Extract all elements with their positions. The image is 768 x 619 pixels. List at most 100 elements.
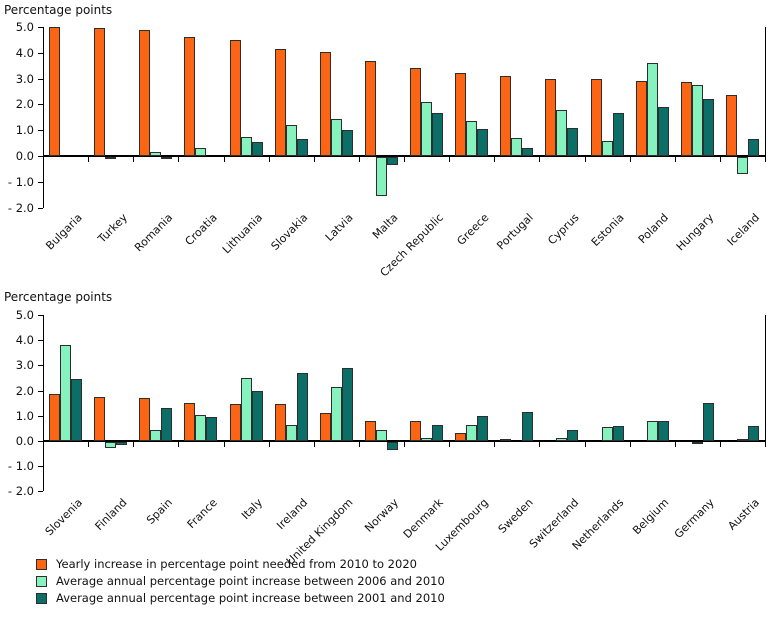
- y-axis-tick: [38, 78, 43, 80]
- x-axis-tick: [223, 442, 225, 447]
- x-category-label: Estonia: [588, 211, 627, 249]
- x-axis-tick: [268, 157, 270, 162]
- legend-swatch: [36, 575, 47, 587]
- bar: [229, 39, 241, 156]
- bar: [477, 415, 489, 441]
- x-axis-tick: [449, 157, 451, 162]
- bar: [184, 403, 196, 441]
- x-category-label: Turkey: [95, 211, 130, 246]
- x-axis-tick: [313, 157, 315, 162]
- x-axis-tick: [539, 157, 541, 162]
- y-tick-label: 1.0: [15, 123, 34, 138]
- bar: [590, 78, 602, 156]
- x-axis-tick: [494, 442, 496, 447]
- chart-bottom: Percentage points 5.0 4.0 3.0 2.0 1.0 0.0 - 1.…: [0, 288, 768, 568]
- bar: [240, 378, 252, 441]
- y-axis-tick: [38, 156, 43, 157]
- bar: [646, 63, 658, 156]
- bar: [747, 139, 759, 156]
- bar: [702, 403, 714, 441]
- x-category-label: Spain: [144, 496, 176, 527]
- x-category-label: Latvia: [322, 211, 356, 244]
- x-axis-tick: [133, 157, 135, 162]
- y-tick-label: 2.0: [15, 97, 34, 112]
- x-axis-tick: [539, 442, 541, 447]
- bar: [511, 137, 523, 156]
- y-tick-label: 0.0: [15, 149, 34, 163]
- bar: [657, 106, 669, 156]
- bar: [680, 82, 692, 156]
- x-axis-tick: [629, 442, 631, 447]
- bar: [105, 442, 117, 449]
- y-tick-label: 3.0: [15, 358, 34, 373]
- bar: [49, 27, 61, 156]
- bar: [319, 51, 331, 156]
- bar: [161, 157, 173, 159]
- chart-title: Percentage points: [4, 3, 113, 17]
- bar: [105, 157, 117, 159]
- bar: [545, 78, 557, 156]
- x-category-label: Norway: [361, 496, 401, 535]
- y-axis-tick: [38, 340, 43, 342]
- bar: [421, 101, 433, 156]
- y-tick-label: - 2.0: [7, 484, 34, 499]
- bar: [285, 424, 297, 441]
- bar: [522, 412, 534, 441]
- x-category-label: Croatia: [182, 211, 221, 249]
- bar: [736, 439, 748, 441]
- right-axis-line: [765, 315, 766, 441]
- legend-label: Average annual percentage point increase…: [56, 574, 445, 588]
- bar: [195, 414, 207, 441]
- bar: [601, 427, 613, 441]
- bar: [184, 37, 196, 156]
- x-axis-tick: [358, 442, 360, 447]
- chart-top: Percentage points 5.0 4.0 3.0 2.0 1.0 0.0 - 1.…: [0, 0, 768, 288]
- y-axis-tick: [38, 390, 43, 392]
- bar: [330, 118, 342, 156]
- bar: [466, 121, 478, 156]
- y-tick-label: 3.0: [15, 71, 34, 86]
- bar: [150, 152, 162, 156]
- bar: [229, 404, 241, 441]
- bar: [375, 157, 387, 196]
- bar: [364, 60, 376, 156]
- y-axis-tick: [38, 130, 43, 132]
- bar: [421, 438, 433, 441]
- bar: [522, 148, 534, 156]
- bar: [500, 439, 512, 441]
- x-axis-tick: [629, 157, 631, 162]
- bar: [364, 420, 376, 441]
- bar: [567, 429, 579, 441]
- y-tick-label: 4.0: [15, 45, 34, 60]
- bar: [341, 130, 353, 156]
- y-axis-tick: [38, 441, 43, 442]
- bar: [455, 433, 467, 441]
- bar: [556, 109, 568, 156]
- x-axis-tick: [178, 442, 180, 447]
- bar: [330, 386, 342, 441]
- y-axis-tick: [38, 27, 43, 28]
- x-category-label: Poland: [636, 211, 672, 247]
- bar: [150, 429, 162, 441]
- legend-item: Average annual percentage point increase…: [36, 592, 445, 604]
- y-tick-label: - 1.0: [7, 459, 34, 474]
- x-category-label: Cyprus: [544, 211, 582, 248]
- x-category-label: Denmark: [400, 496, 446, 541]
- bar: [466, 424, 478, 441]
- y-axis-line: [43, 315, 44, 492]
- legend-swatch: [36, 558, 47, 570]
- x-axis-tick: [494, 157, 496, 162]
- x-category-label: Italy: [239, 496, 266, 523]
- bar: [477, 128, 489, 156]
- bar: [725, 95, 737, 156]
- y-axis-tick: [38, 315, 43, 316]
- bar: [432, 424, 444, 441]
- x-axis-line: [43, 155, 766, 157]
- chart-title: Percentage points: [4, 290, 113, 304]
- bar: [285, 125, 297, 156]
- x-axis-tick: [765, 157, 766, 162]
- bar: [736, 157, 748, 174]
- y-tick-label: - 2.0: [7, 200, 34, 215]
- x-category-label: Austria: [724, 496, 762, 533]
- x-axis-tick: [404, 442, 405, 447]
